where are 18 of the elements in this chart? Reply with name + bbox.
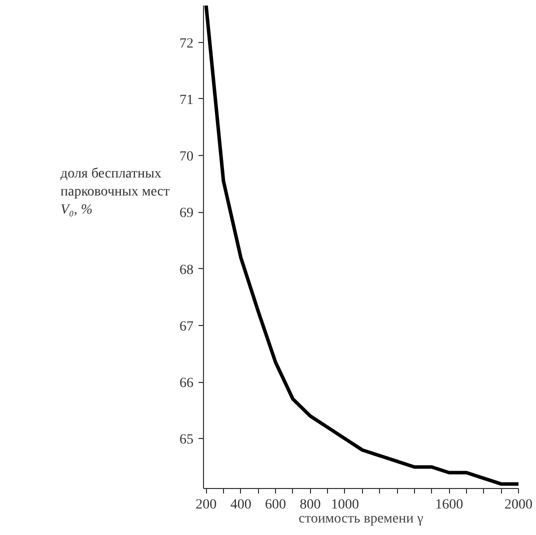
y-tick-label: 68 — [180, 262, 194, 278]
y-axis-title: доля бесплатных парковочных мест V₀, % — [60, 166, 170, 218]
x-tick-label: 800 — [300, 498, 321, 512]
x-tick-label: 2000 — [504, 498, 532, 512]
y-tick-label: 69 — [180, 206, 194, 222]
y-tick-label: 70 — [180, 150, 194, 165]
x-tick-label: 1000 — [330, 498, 359, 512]
x-tick-label: 600 — [265, 498, 286, 512]
x-tick-label: 400 — [230, 498, 252, 512]
x-tick-label: 200 — [196, 498, 217, 512]
y-tick-label: 71 — [180, 92, 194, 108]
y-tick-label: 72 — [180, 36, 194, 52]
line-series — [204, 6, 518, 486]
y-tick-label: 67 — [180, 319, 194, 334]
y-tick-label: 65 — [180, 432, 194, 448]
x-axis-title: стоимость времени γ — [298, 512, 424, 526]
y-tick-label: 66 — [180, 376, 194, 392]
x-tick-label: 1600 — [435, 498, 464, 512]
